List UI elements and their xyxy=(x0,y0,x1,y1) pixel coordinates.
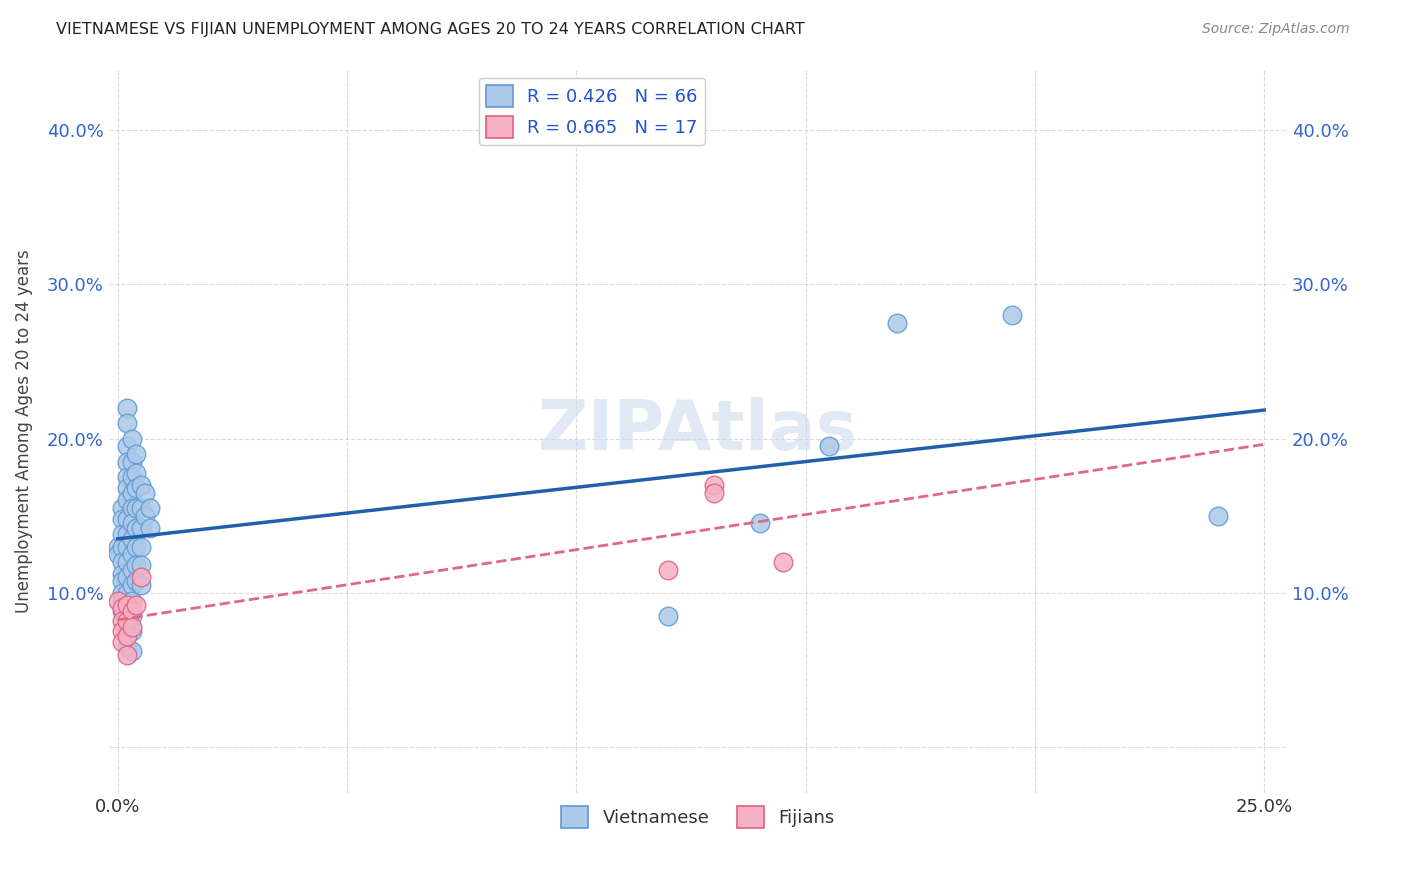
Point xyxy=(121,609,143,624)
Point xyxy=(121,501,143,516)
Point xyxy=(111,601,134,615)
Point xyxy=(139,521,162,535)
Legend: Vietnamese, Fijians: Vietnamese, Fijians xyxy=(554,798,842,835)
Point xyxy=(125,598,148,612)
Point xyxy=(657,563,679,577)
Point xyxy=(129,578,152,592)
Point xyxy=(121,532,143,546)
Point xyxy=(115,540,138,554)
Point xyxy=(125,540,148,554)
Point xyxy=(115,629,138,643)
Point xyxy=(111,501,134,516)
Point xyxy=(657,609,679,624)
Point xyxy=(107,540,129,554)
Point xyxy=(121,604,143,618)
Point xyxy=(115,640,138,654)
Point xyxy=(115,512,138,526)
Point xyxy=(817,439,839,453)
Point xyxy=(107,593,129,607)
Point xyxy=(121,624,143,639)
Point xyxy=(115,527,138,541)
Point xyxy=(1208,508,1230,523)
Point xyxy=(129,540,152,554)
Point xyxy=(772,555,794,569)
Point xyxy=(111,604,134,618)
Point xyxy=(129,478,152,492)
Point xyxy=(121,644,143,658)
Point xyxy=(129,570,152,584)
Point xyxy=(139,501,162,516)
Point xyxy=(115,481,138,495)
Point xyxy=(111,593,134,607)
Point xyxy=(121,485,143,500)
Point xyxy=(134,485,156,500)
Point xyxy=(121,547,143,561)
Point xyxy=(115,601,138,615)
Point xyxy=(107,547,129,561)
Point xyxy=(111,555,134,569)
Point xyxy=(886,316,908,330)
Point xyxy=(111,567,134,582)
Point xyxy=(121,620,143,634)
Point xyxy=(125,481,148,495)
Point xyxy=(129,501,152,516)
Text: ZIPAtlas: ZIPAtlas xyxy=(537,398,858,465)
Point xyxy=(115,648,138,662)
Text: VIETNAMESE VS FIJIAN UNEMPLOYMENT AMONG AGES 20 TO 24 YEARS CORRELATION CHART: VIETNAMESE VS FIJIAN UNEMPLOYMENT AMONG … xyxy=(56,22,806,37)
Point xyxy=(121,455,143,469)
Text: Source: ZipAtlas.com: Source: ZipAtlas.com xyxy=(1202,22,1350,37)
Point xyxy=(121,516,143,531)
Point xyxy=(111,527,134,541)
Y-axis label: Unemployment Among Ages 20 to 24 years: Unemployment Among Ages 20 to 24 years xyxy=(15,249,32,613)
Point xyxy=(129,558,152,573)
Point xyxy=(703,485,725,500)
Point xyxy=(115,624,138,639)
Point xyxy=(125,501,148,516)
Point xyxy=(115,455,138,469)
Point xyxy=(121,593,143,607)
Point xyxy=(111,540,134,554)
Point xyxy=(111,512,134,526)
Point xyxy=(125,574,148,588)
Point xyxy=(125,521,148,535)
Point xyxy=(115,416,138,430)
Point xyxy=(125,558,148,573)
Point xyxy=(111,586,134,600)
Point xyxy=(115,614,138,628)
Point xyxy=(115,401,138,415)
Point xyxy=(1001,308,1024,322)
Point xyxy=(115,570,138,584)
Point xyxy=(111,574,134,588)
Point xyxy=(703,478,725,492)
Point xyxy=(111,614,134,628)
Point xyxy=(111,624,134,639)
Point xyxy=(125,466,148,480)
Point xyxy=(115,439,138,453)
Point xyxy=(115,586,138,600)
Point xyxy=(121,563,143,577)
Point xyxy=(115,470,138,484)
Point xyxy=(115,598,138,612)
Point xyxy=(134,508,156,523)
Point xyxy=(115,555,138,569)
Point xyxy=(125,447,148,461)
Point xyxy=(748,516,770,531)
Point xyxy=(121,432,143,446)
Point xyxy=(121,578,143,592)
Point xyxy=(121,470,143,484)
Point xyxy=(115,493,138,508)
Point xyxy=(129,521,152,535)
Point xyxy=(111,635,134,649)
